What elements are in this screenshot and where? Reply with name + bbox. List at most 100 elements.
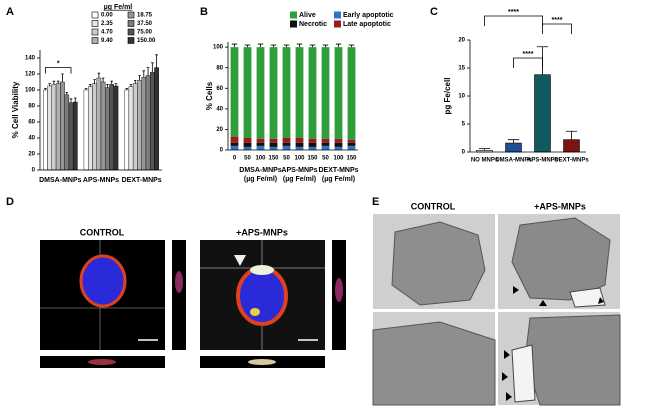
x-tick-label: 150: [268, 156, 279, 162]
significance-label: ****: [508, 9, 519, 16]
error-bar: [138, 75, 141, 81]
error-bar: [97, 72, 101, 78]
y-tick-label: 40: [28, 136, 35, 142]
y-tick-label: 0: [220, 148, 224, 154]
error-bar: [48, 83, 51, 86]
y-tick-label: 140: [25, 56, 36, 62]
x-tick-label: 50: [283, 156, 290, 162]
legend-label: 150.00: [137, 38, 156, 44]
bar: [72, 101, 78, 171]
group-label: DEXT-MNPs: [318, 167, 358, 174]
x-tick-label: APS-MNPs: [527, 158, 559, 164]
error-bar: [348, 44, 355, 48]
y-axis-label: % Cell Viability: [11, 81, 20, 138]
bar-segment: [321, 47, 330, 139]
bar-segment: [295, 142, 304, 147]
bar: [55, 83, 61, 171]
y-tick-label: 40: [216, 106, 223, 112]
error-bar: [478, 148, 491, 151]
bar-segment: [295, 146, 304, 150]
error-bar: [257, 43, 264, 48]
bar-segment: [308, 47, 317, 139]
bar-segment: [308, 138, 317, 143]
bar-segment: [230, 136, 239, 143]
error-bar: [133, 80, 137, 84]
error-bar: [106, 84, 109, 88]
x-tick-label: DMSA-MNPs: [495, 158, 532, 164]
y-tick-label: 100: [25, 88, 36, 94]
x-tick-label: 100: [255, 156, 266, 162]
x-tick-label: 100: [333, 156, 344, 162]
legend-swatch: [91, 20, 99, 27]
bar-segment: [321, 142, 330, 146]
bar: [96, 77, 102, 171]
legend-label: 4.70: [101, 30, 113, 36]
bar-segment: [269, 138, 278, 143]
error-bar: [155, 54, 158, 68]
group-unit: (µg Fe/ml): [283, 176, 316, 183]
x-tick-label: DEXT-MNPs: [554, 158, 589, 164]
bar-segment: [347, 47, 356, 140]
bar: [105, 87, 110, 171]
bar-segment: [334, 146, 343, 150]
significance-bracket: [542, 23, 572, 34]
bar-segment: [321, 138, 330, 143]
error-bar: [69, 98, 73, 103]
x-tick-label: 150: [346, 156, 357, 162]
error-bar: [129, 84, 133, 87]
y-axis-label: % Cells: [205, 81, 214, 110]
bar-segment: [230, 145, 239, 150]
legend-label: Late apoptotic: [343, 21, 391, 28]
legend-label: Necrotic: [299, 21, 327, 28]
significance-label: *: [57, 60, 60, 67]
error-bar: [565, 130, 578, 140]
bar: [68, 102, 74, 171]
error-bar: [231, 43, 238, 48]
error-bar: [142, 70, 146, 78]
error-bar: [151, 62, 154, 73]
group-label: DMSA-MNPs: [239, 167, 281, 174]
error-bar: [56, 80, 60, 84]
error-bar: [244, 44, 251, 48]
bar-segment: [334, 138, 343, 143]
significance-label: ****: [523, 51, 534, 58]
bar-segment: [243, 146, 252, 150]
bar-segment: [282, 142, 291, 146]
y-tick-label: 100: [213, 45, 224, 51]
y-tick-label: 80: [216, 65, 223, 71]
bar: [100, 81, 106, 171]
bar-segment: [269, 146, 278, 150]
error-bar: [146, 67, 150, 76]
error-bar: [507, 139, 520, 144]
bar: [563, 139, 580, 153]
bar-segment: [256, 138, 265, 143]
error-bar: [101, 77, 105, 82]
legend-label: 2.35: [101, 21, 113, 27]
bar: [505, 142, 522, 153]
error-bar: [296, 43, 303, 48]
bar-segment: [256, 47, 265, 139]
bar: [128, 86, 134, 171]
y-tick-label: 15: [458, 66, 465, 72]
bar-segment: [256, 142, 265, 146]
bar: [534, 74, 551, 153]
bar: [132, 83, 138, 171]
bar: [154, 67, 159, 171]
significance-bracket: [44, 67, 72, 74]
legend-swatch: [91, 28, 99, 36]
bar-segment: [308, 146, 317, 150]
legend-swatch: [127, 37, 135, 44]
bar-segment: [295, 137, 304, 143]
y-tick-label: 0: [462, 150, 466, 156]
y-tick-label: 20: [28, 152, 35, 158]
y-tick-label: 10: [458, 94, 465, 100]
error-bar: [73, 97, 77, 102]
bar-segment: [295, 47, 304, 138]
error-bar: [114, 83, 118, 86]
legend-swatch: [127, 28, 135, 36]
x-tick-label: 0: [233, 156, 237, 162]
y-tick-label: 5: [462, 122, 466, 128]
error-bar: [322, 44, 329, 48]
legend-label: 0.00: [101, 13, 113, 19]
